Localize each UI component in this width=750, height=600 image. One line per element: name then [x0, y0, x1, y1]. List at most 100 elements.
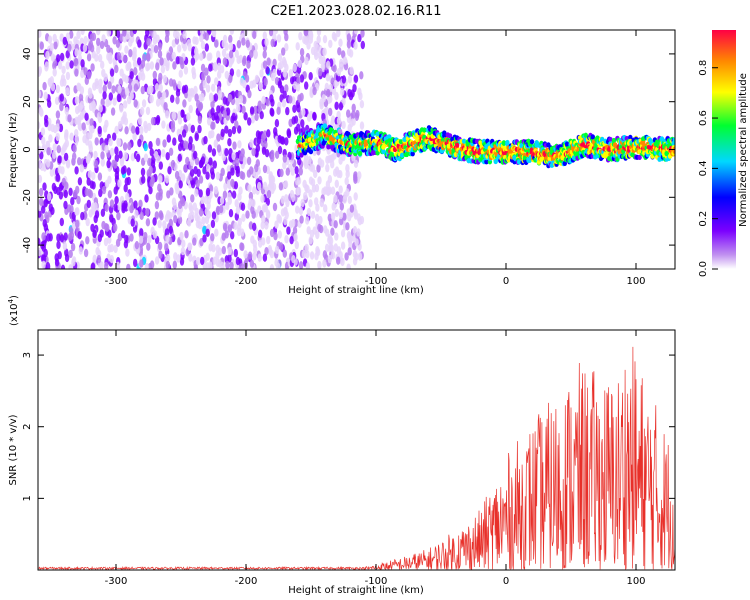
spectrogram-cell: [145, 106, 151, 116]
spectrogram-cell: [54, 258, 60, 267]
spectrogram-cell: [347, 213, 352, 222]
spectrogram-cell: [301, 108, 306, 117]
spectrogram-cell: [125, 192, 130, 202]
spectrogram-cell: [310, 210, 316, 219]
spectrogram-cell: [296, 104, 301, 113]
spectrogram-cell: [375, 150, 380, 156]
spectrogram-cell: [133, 200, 138, 209]
spectrogram-cell: [264, 38, 269, 47]
spectrogram-cell: [299, 152, 304, 158]
spectrogram-cell: [196, 99, 201, 109]
spectrogram-cell: [117, 202, 122, 211]
spectrogram-cell: [65, 50, 70, 59]
spectrogram-cell: [199, 34, 204, 43]
spectrogram-cell: [176, 254, 181, 263]
spectrogram-cell: [346, 40, 352, 49]
spectrogram-cell: [212, 160, 217, 169]
spectrogram-cell: [245, 210, 250, 219]
spectrogram-cell: [230, 231, 235, 240]
spectrogram-cell: [257, 253, 262, 262]
spectrogram-cell: [286, 129, 292, 139]
spectrogram-cell: [281, 47, 286, 56]
spectrogram-cell: [240, 228, 245, 237]
spectrogram-cell: [187, 93, 192, 103]
spectrogram-cell: [139, 259, 144, 268]
spectrogram-cell: [50, 206, 55, 216]
spectrogram-cell: [227, 224, 233, 233]
spectrogram-cell: [222, 34, 228, 44]
spectrogram-cell: [234, 120, 239, 129]
spectrogram-cell: [54, 96, 60, 106]
spectrogram-cell: [181, 85, 187, 94]
spectrogram-cell: [201, 71, 206, 81]
spectrogram-y-tick-label: 0: [22, 146, 33, 152]
spectrogram-cell: [157, 50, 163, 59]
spectrogram-cell: [38, 121, 41, 130]
spectrogram-cell: [64, 106, 69, 116]
spectrogram-cell: [158, 161, 163, 170]
snr-x-tick-label: -300: [105, 576, 128, 587]
spectrogram-cell: [211, 148, 217, 157]
spectrogram-cell: [247, 89, 252, 99]
spectrogram-cell: [161, 91, 167, 100]
spectrogram-cell: [44, 61, 49, 70]
spectrogram-cell: [221, 48, 227, 58]
snr-y-scale: (x104): [7, 295, 20, 326]
spectrogram-cell: [325, 228, 330, 237]
spectrogram-cell: [101, 220, 106, 230]
colorbar: 0.0 0.2 0.4 0.6 0.8 Normalized spectral ampl…: [698, 30, 749, 277]
spectrogram-cell: [237, 217, 242, 227]
spectrogram-cell: [227, 138, 232, 147]
spectrogram-cell: [93, 150, 98, 160]
spectrogram-cell: [77, 177, 83, 186]
spectrogram-cell: [216, 62, 222, 71]
spectrogram-cell: [352, 83, 357, 93]
spectrogram-cell: [277, 145, 283, 155]
spectrogram-cell: [215, 251, 220, 260]
spectrogram-cell: [252, 252, 257, 261]
spectrogram-cell: [158, 83, 163, 93]
spectrogram-cell: [228, 94, 233, 103]
spectrogram-cell: [316, 35, 321, 44]
spectrogram-cell: [284, 84, 289, 93]
spectrogram-cell: [331, 202, 336, 211]
snr-x-tick-label: -200: [235, 576, 258, 587]
spectrogram-cell: [132, 46, 137, 56]
spectrogram-cell: [334, 166, 340, 175]
spectrogram-cell: [216, 133, 221, 142]
spectrogram-cell: [68, 187, 73, 196]
spectrogram-cell: [312, 111, 317, 121]
spectrogram-cell: [270, 38, 275, 48]
spectrogram-cell: [165, 234, 170, 243]
spectrogram-cell: [84, 112, 89, 122]
spectrogram-x-tick-label: 100: [626, 276, 645, 287]
spectrogram-cell: [266, 57, 271, 66]
spectrogram-cell: [143, 142, 148, 152]
spectrogram-cell: [56, 145, 61, 154]
spectrogram-cell: [277, 62, 282, 71]
spectrogram-cell: [255, 130, 261, 139]
spectrogram-cell: [174, 170, 180, 180]
spectrogram-cell: [351, 110, 356, 119]
spectrogram-cell: [349, 119, 354, 128]
spectrogram-cell: [306, 226, 311, 235]
spectrogram-cell: [344, 177, 349, 186]
spectrogram-cell: [233, 181, 239, 190]
spectrogram-cell: [206, 75, 211, 84]
spectrogram-cell: [285, 106, 290, 116]
spectrogram-cell: [342, 56, 348, 65]
spectrogram-cell: [100, 151, 105, 160]
spectrogram-cell: [53, 185, 58, 195]
spectrogram-cell: [184, 230, 189, 239]
snr-frame: [37, 329, 676, 571]
snr-marks: [38, 346, 675, 570]
spectrogram-cell: [124, 234, 129, 244]
spectrogram-cell: [43, 198, 48, 208]
spectrogram-cell: [102, 84, 108, 93]
spectrogram-cell: [80, 211, 85, 221]
spectrogram-cell: [303, 158, 308, 167]
spectrogram-cell: [210, 121, 215, 130]
spectrogram-cell: [113, 203, 118, 212]
